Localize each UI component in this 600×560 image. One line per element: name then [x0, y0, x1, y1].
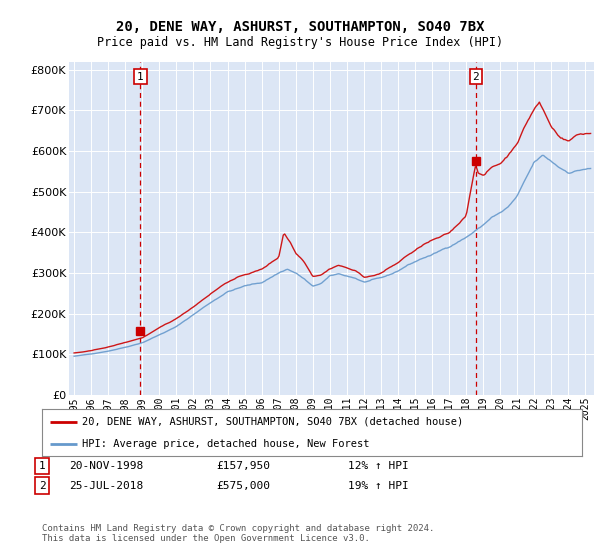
Text: Contains HM Land Registry data © Crown copyright and database right 2024.
This d: Contains HM Land Registry data © Crown c…: [42, 524, 434, 543]
Text: 2: 2: [472, 72, 479, 82]
Text: Price paid vs. HM Land Registry's House Price Index (HPI): Price paid vs. HM Land Registry's House …: [97, 36, 503, 49]
Text: 20-NOV-1998: 20-NOV-1998: [69, 461, 143, 471]
Text: 1: 1: [38, 461, 46, 471]
Text: £575,000: £575,000: [216, 480, 270, 491]
Text: 12% ↑ HPI: 12% ↑ HPI: [348, 461, 409, 471]
Text: 1: 1: [137, 72, 144, 82]
Text: 2: 2: [38, 480, 46, 491]
Text: 20, DENE WAY, ASHURST, SOUTHAMPTON, SO40 7BX: 20, DENE WAY, ASHURST, SOUTHAMPTON, SO40…: [116, 20, 484, 34]
Text: HPI: Average price, detached house, New Forest: HPI: Average price, detached house, New …: [83, 438, 370, 449]
Text: 20, DENE WAY, ASHURST, SOUTHAMPTON, SO40 7BX (detached house): 20, DENE WAY, ASHURST, SOUTHAMPTON, SO40…: [83, 417, 464, 427]
Text: £157,950: £157,950: [216, 461, 270, 471]
Text: 19% ↑ HPI: 19% ↑ HPI: [348, 480, 409, 491]
Text: 25-JUL-2018: 25-JUL-2018: [69, 480, 143, 491]
